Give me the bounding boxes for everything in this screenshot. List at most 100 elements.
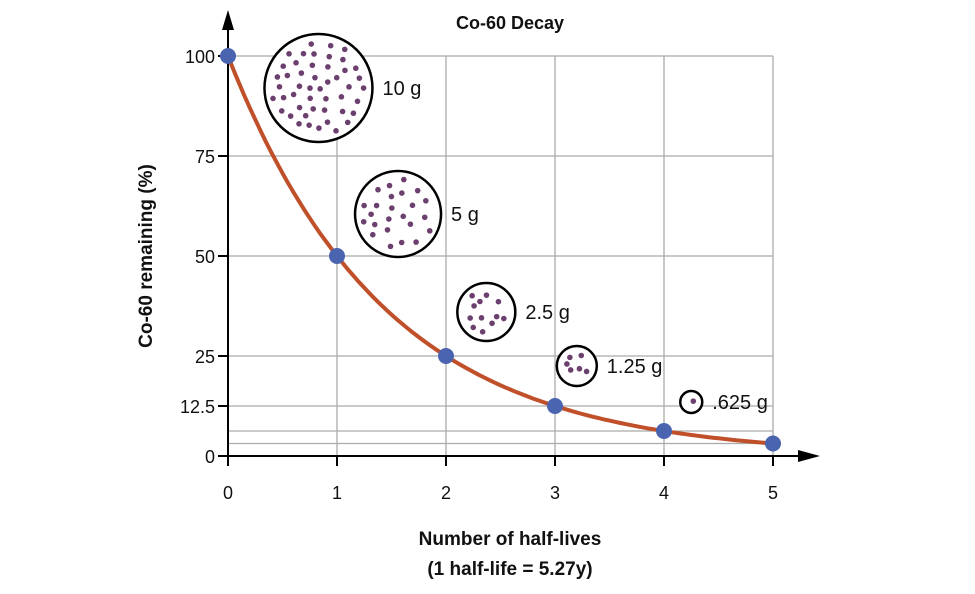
atom-dot [426,228,433,234]
data-point [438,348,454,364]
atom-dot [333,128,339,134]
atom-dot [489,320,495,327]
atom-dot [400,176,407,183]
atom-dot [360,218,367,225]
atom-dot [316,125,322,131]
x-tick-label: 5 [768,483,778,503]
sample-circle [555,344,599,388]
y-axis-label: Co-60 remaining (%) [136,164,157,348]
atom-dot [325,64,331,70]
atom-dot [384,227,391,233]
atom-dot [371,221,378,228]
atom-dot [398,239,405,246]
x-axis-label: Number of half-lives [419,529,602,550]
atom-dot [306,122,312,128]
atom-dot [309,62,316,69]
atom-dot [368,211,374,218]
atom-dot [312,74,318,81]
atom-dot [399,190,405,196]
mass-label: .625 g [712,392,768,414]
atom-dot [317,86,323,92]
atom-dot [296,121,302,127]
mass-label: 5 g [451,204,479,226]
y-tick-label: 50 [195,247,215,267]
atom-dot [296,104,303,111]
atom-dot [423,197,429,204]
atom-dot [287,113,294,119]
x-tick-label: 2 [441,483,451,503]
atom-dot [567,367,574,373]
ticks: 0 1 2 3 4 5 100 75 50 25 12.5 0 [180,47,778,503]
x-axis-label-note: (1 half-life = 5.27y) [427,559,592,580]
atom-dot [290,91,297,98]
atom-dot [296,83,303,90]
sample-circle [456,281,517,343]
atom-dot [280,63,287,69]
atom-dot [576,365,583,372]
atom-dot [493,313,500,320]
atom-dot [386,182,393,189]
atom-dot [326,53,333,60]
atom-dot [421,214,428,221]
data-points [220,48,781,452]
chart-title: Co-60 Decay [456,13,564,33]
atom-dot [583,368,590,375]
mass-label: 1.25 g [607,356,663,378]
atom-dot [338,94,345,100]
atom-dot [339,108,346,115]
data-point [220,48,236,64]
y-tick-label: 0 [205,447,215,467]
y-tick-label: 12.5 [180,397,215,417]
atom-dot [321,107,328,113]
atom-dot [311,51,317,57]
data-point [329,248,345,264]
atom-dot [300,50,307,57]
atom-dot [307,95,313,102]
atom-dot [409,202,416,209]
atom-dot [467,315,473,321]
atom-dot [324,79,331,85]
atom-dot [483,292,490,298]
atom-dot [470,324,477,331]
atom-dot [302,112,309,119]
x-tick-label: 4 [659,483,669,503]
x-axis-arrow-icon [798,450,820,462]
x-tick-label: 3 [550,483,560,503]
atom-dot [344,119,351,126]
atom-dot [369,231,376,238]
atom-dot [310,106,317,112]
atom-dot [501,315,507,322]
atom-dot [387,243,394,250]
atom-dot [478,315,485,321]
atom-dot [477,298,483,305]
sample-circle [353,169,443,259]
atom-dot [564,361,570,367]
atom-dot [400,213,407,220]
atom-dot [350,110,357,117]
atom-dot [471,303,477,309]
atom-dot [346,84,352,90]
atom-dot [352,65,359,72]
atom-dot [340,56,346,63]
atom-dot [327,42,334,49]
atom-dot [469,292,475,299]
atom-dot [413,239,419,245]
atom-dot [407,221,414,227]
axes [222,10,820,462]
atom-dot [270,95,276,102]
atom-dot [341,46,348,53]
annotations: 10 g 5 g 2.5 g 1.25 g .625 g [263,32,768,415]
atom-dot [356,75,363,81]
atom-dot [375,186,381,193]
y-tick-label: 75 [195,147,215,167]
data-point [765,435,781,452]
atom-dot [293,59,299,66]
atom-dot [361,202,367,209]
atom-dot [286,50,292,57]
atom-dot [298,70,305,76]
atom-dot [567,354,573,361]
atom-dot [276,83,283,90]
atom-dot [307,85,313,91]
atom-dot [414,187,421,194]
